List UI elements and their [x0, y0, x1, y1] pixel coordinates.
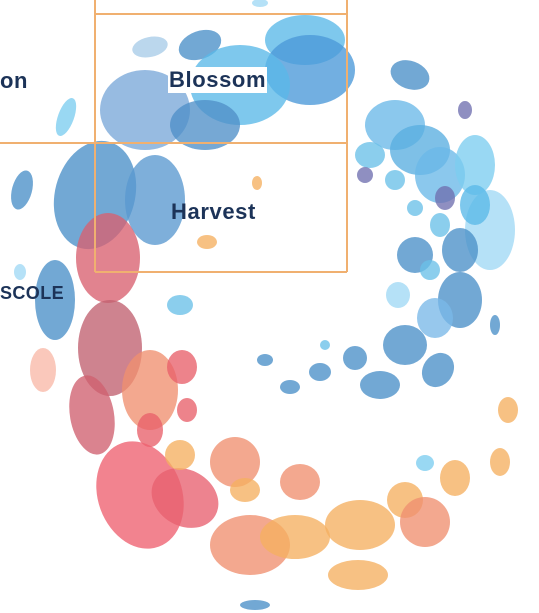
card-label: SCOLE: [0, 284, 64, 302]
decorative-spiral: [0, 0, 539, 613]
card-label: on: [0, 70, 28, 92]
card-label: Blossom: [168, 67, 267, 93]
page: on Blossom Harvest SCOLE: [0, 0, 539, 613]
card-label: Harvest: [171, 201, 256, 223]
